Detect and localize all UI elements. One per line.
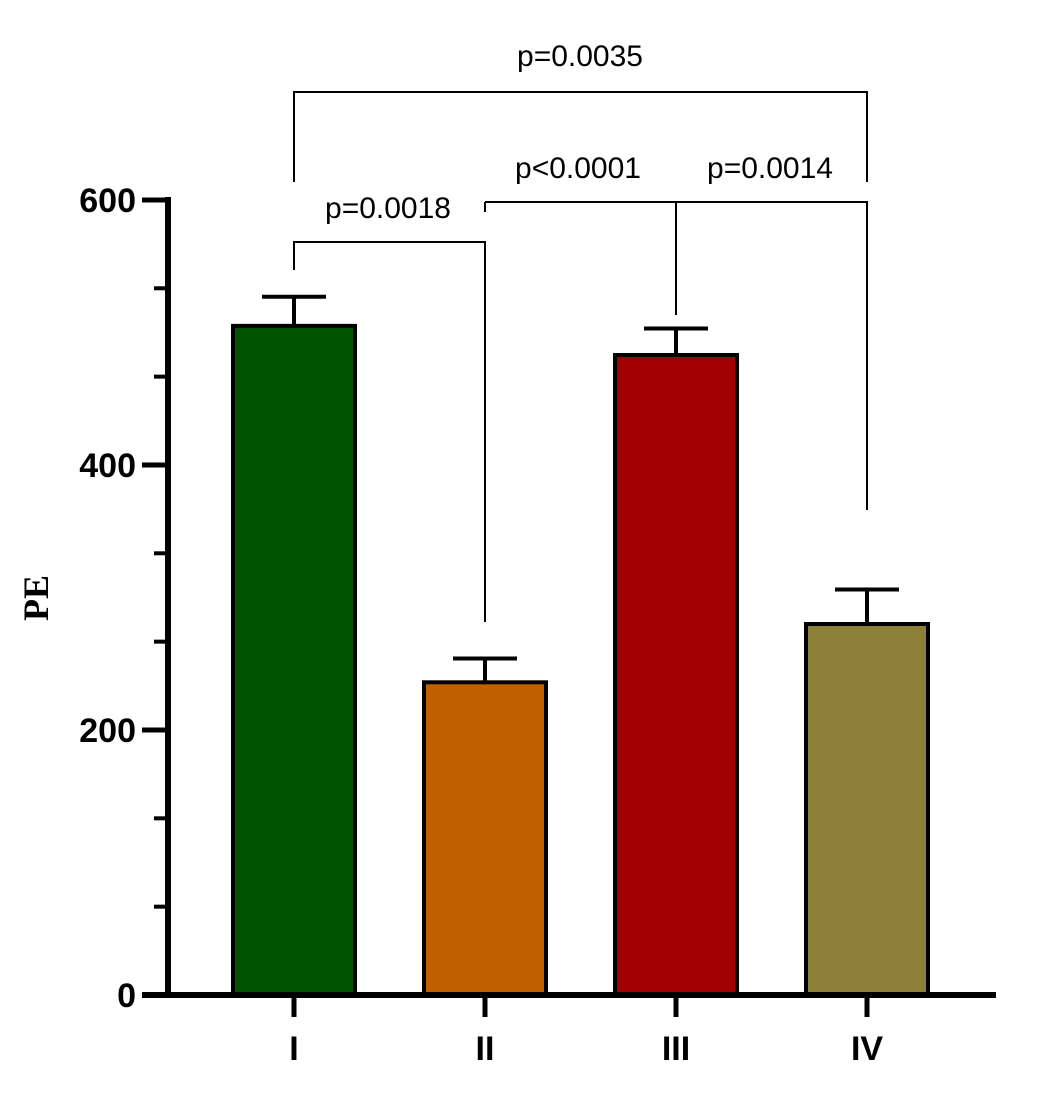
x-tick-label-iii: III [662, 1030, 690, 1068]
p-value-label-2: p=0.0014 [707, 152, 833, 185]
error-bars-layer [262, 294, 899, 683]
error-bar-ii [453, 656, 517, 683]
error-bar-i [262, 294, 326, 326]
comparison-bracket-2 [676, 201, 868, 510]
comparison-bracket-3 [484, 201, 677, 315]
p-value-label-1: p=0.0018 [325, 192, 451, 225]
x-tick-label-i: I [289, 1030, 298, 1068]
error-bar-iv [835, 587, 899, 624]
error-bar-iii [644, 326, 708, 356]
y-tick-label-200: 200 [79, 712, 136, 750]
comparison-bracket-1 [293, 241, 486, 622]
p-value-label-3: p<0.0001 [515, 152, 641, 185]
comparisons-layer: p=0.0018 p=0.0014 p<0.0001 p=0.0035 [293, 40, 868, 622]
comparison-bracket-4 [293, 91, 868, 182]
y-tick-label-400: 400 [79, 447, 136, 485]
x-tick-label-ii: II [476, 1030, 495, 1068]
y-tick-label-0: 0 [117, 977, 136, 1015]
bars-layer [231, 323, 930, 997]
bar-iv [804, 622, 930, 997]
x-tick-label-iv: IV [851, 1030, 883, 1068]
bar-ii [422, 680, 548, 997]
bar-i [231, 323, 357, 997]
bar-iii [613, 353, 739, 997]
y-tick-label-600: 600 [79, 182, 136, 220]
y-axis-title: PE [16, 575, 56, 621]
p-value-label-4: p=0.0035 [517, 40, 643, 73]
